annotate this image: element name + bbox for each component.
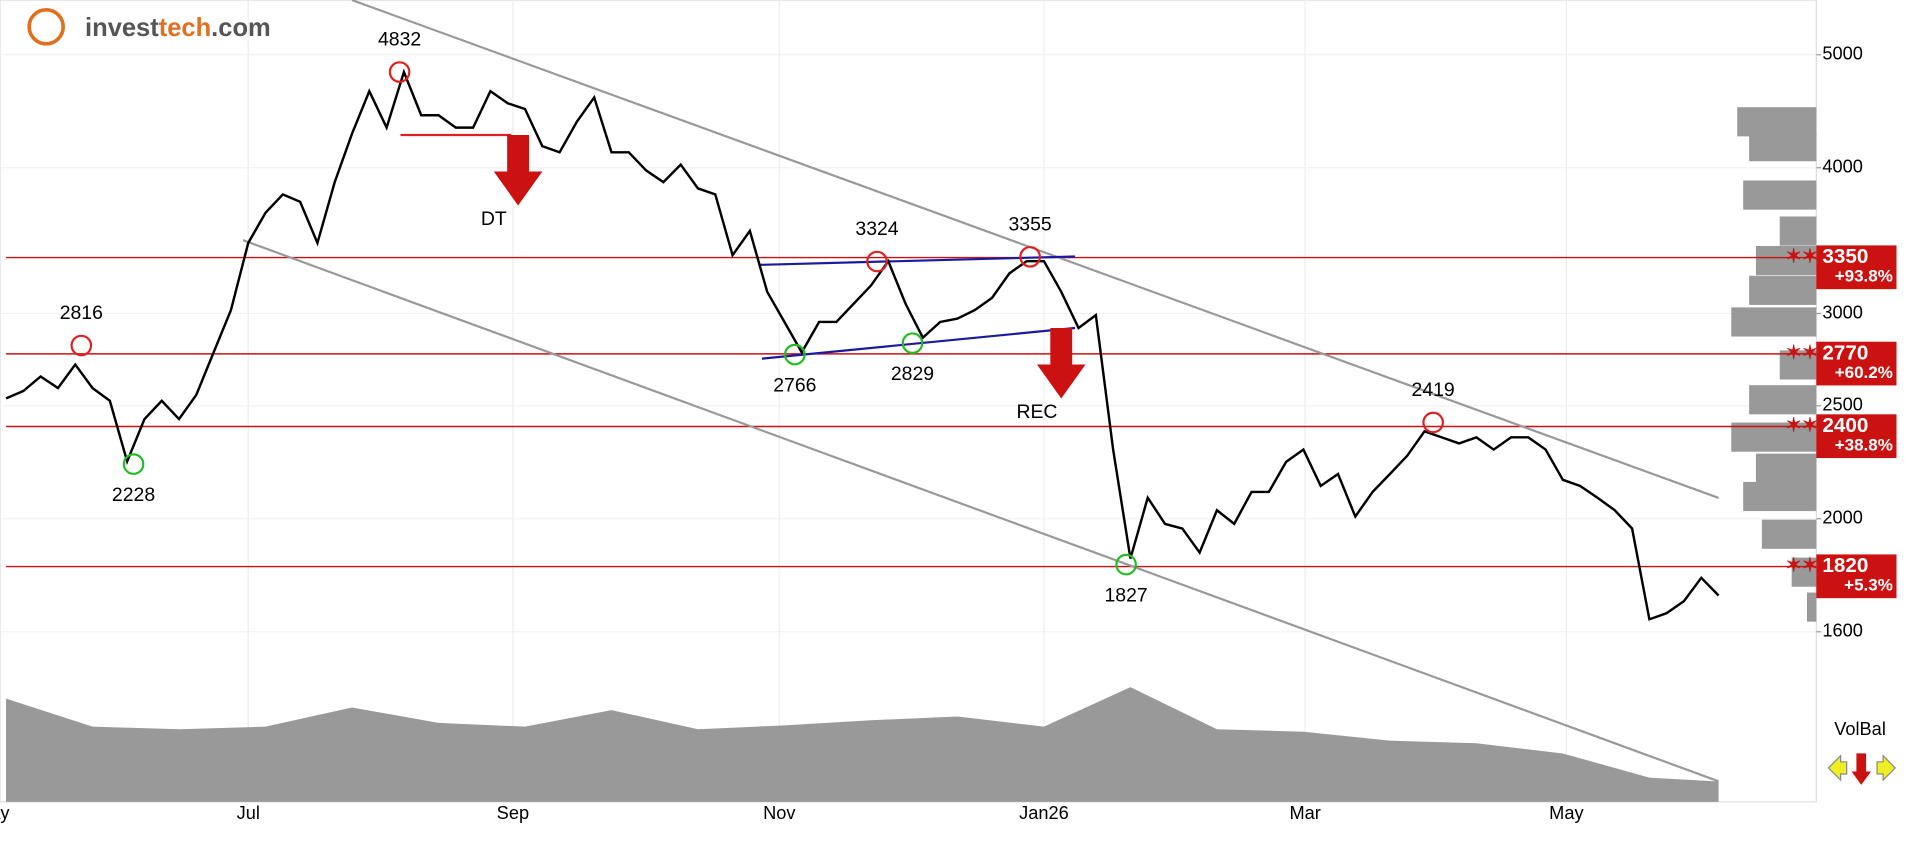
trend-line [761,326,1076,360]
y-tick-label: 1600 [1822,621,1863,641]
extreme-label: 4832 [378,29,421,51]
trend-line [758,255,1076,266]
plot-frame [0,0,1817,803]
logo-part: invest [85,14,159,42]
signal-arrow [493,135,543,206]
level-value: 3350 [1822,245,1868,268]
level-star: ✶✶ [1785,342,1818,364]
y-tick-label: 4000 [1822,157,1863,177]
volume-profile-bar [1743,481,1817,512]
level-change: +38.8% [1835,435,1893,454]
level-box [1816,341,1897,386]
extreme-label: 3324 [855,218,898,240]
x-tick-label: Jan26 [1019,803,1069,823]
extreme-label: 2766 [773,374,816,396]
volume-profile-bar [1749,385,1817,415]
x-tick-label: May [1549,803,1584,823]
level-star: ✶✶ [1785,246,1818,268]
logo-text: investtech.com [85,14,271,42]
level-change: +93.8% [1835,266,1893,285]
extreme-label: 1827 [1105,584,1148,606]
arrow-icon [1876,754,1897,782]
level-star: ✶✶ [1785,415,1818,437]
extreme-marker [866,250,888,273]
extreme-label: 2419 [1412,379,1455,401]
volume-profile-bar [1743,180,1817,210]
volume-profile-bar [1755,453,1817,483]
y-tick-label: 3000 [1822,302,1863,322]
volume-profile-bar [1779,216,1817,246]
x-tick-label: Mar [1289,803,1320,823]
extreme-marker [1115,553,1137,576]
extreme-label: 2816 [60,302,103,324]
y-tick-label: 2000 [1822,508,1863,528]
extreme-label: 2829 [891,363,934,385]
x-tick-label: Nov [763,803,796,823]
level-box [1816,554,1897,599]
x-tick-label: Jul [237,803,260,823]
extreme-marker [1019,245,1041,268]
extreme-marker [784,343,806,366]
extreme-label: 2228 [112,484,155,506]
volume-profile-bar [1791,557,1817,587]
signal-label: DT [481,208,507,230]
extreme-label: 3355 [1008,213,1051,235]
logo-part: .com [211,14,271,42]
volume-profile-bar [1737,107,1817,137]
logo: investtech.com [27,7,271,46]
extreme-marker [122,453,145,475]
indicator-label: VolBal [1834,719,1886,739]
price-line [5,68,1720,621]
signal-arrow [1036,328,1086,399]
volume-profile-bar [1731,307,1817,337]
arrow-icon [1827,754,1848,782]
volume-profile-bar [1749,132,1817,162]
y-tick-label: 5000 [1822,44,1863,64]
volume-profile-bar [1779,350,1817,380]
x-tick-label: May [0,803,10,823]
arrow-icon [1851,753,1871,785]
extreme-marker [1422,411,1444,434]
volume-profile-bar [1731,422,1817,452]
level-box [1816,414,1897,459]
volume-profile-bar [1806,592,1817,622]
volume-area [6,687,1719,802]
extreme-marker [70,334,93,357]
logo-icon [27,7,65,46]
level-value: 2770 [1822,341,1868,364]
extreme-marker [901,332,924,354]
level-box [1816,245,1897,290]
level-value: 2400 [1822,414,1868,437]
volume-profile-bar [1755,246,1817,276]
x-tick-label: Sep [497,803,529,823]
logo-part: tech [159,14,211,42]
level-change: +5.3% [1844,575,1893,594]
y-tick-label: 2500 [1822,395,1863,415]
volume-profile-bar [1761,519,1817,549]
level-star: ✶✶ [1785,555,1818,577]
trend-line [242,239,1719,783]
level-change: +60.2% [1835,363,1893,382]
signal-label: REC [1016,401,1057,423]
level-value: 1820 [1822,554,1868,577]
extreme-marker [388,61,411,83]
volume-profile-bar [1749,275,1817,305]
